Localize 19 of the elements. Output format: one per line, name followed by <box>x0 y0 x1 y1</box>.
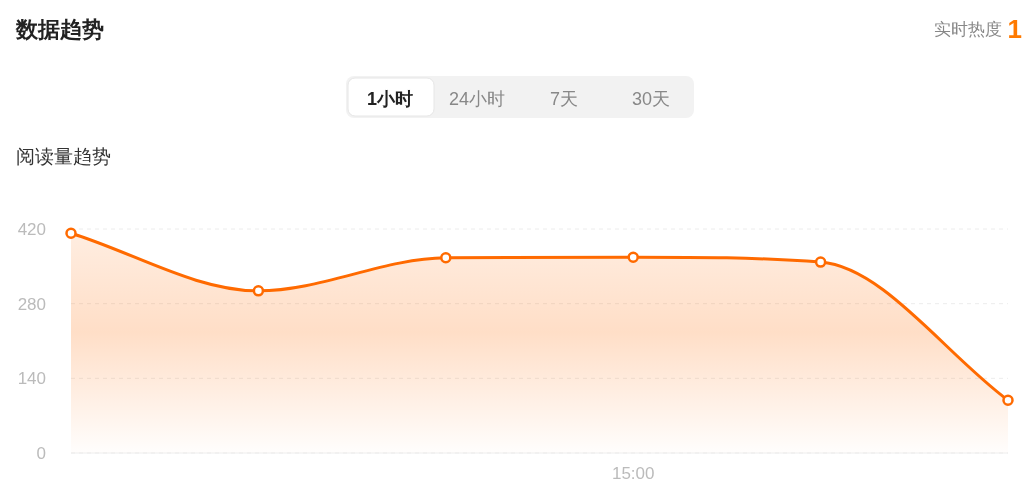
text: 1小时 <box>366 89 414 109</box>
y-tick-label: 0 <box>36 444 46 463</box>
point <box>1002 394 1014 406</box>
text: 实时热度 <box>934 20 1002 39</box>
point <box>814 256 827 268</box>
chart-subtitle: 阅读量趋势 <box>16 146 111 167</box>
text: 24小时 <box>448 89 506 109</box>
point <box>252 285 265 297</box>
y-tick-label: 140 <box>17 369 46 389</box>
text: 30天 <box>631 89 671 109</box>
text: 1 <box>1007 14 1022 44</box>
point <box>65 227 77 240</box>
y-tick-label: 280 <box>17 294 46 314</box>
chart-title: 数据趋势 <box>15 17 104 42</box>
point <box>627 251 639 264</box>
text: 7天 <box>549 89 579 109</box>
point <box>440 252 452 264</box>
x-tick-label: 15:00 <box>611 464 655 483</box>
y-tick-label: 420 <box>17 220 46 239</box>
